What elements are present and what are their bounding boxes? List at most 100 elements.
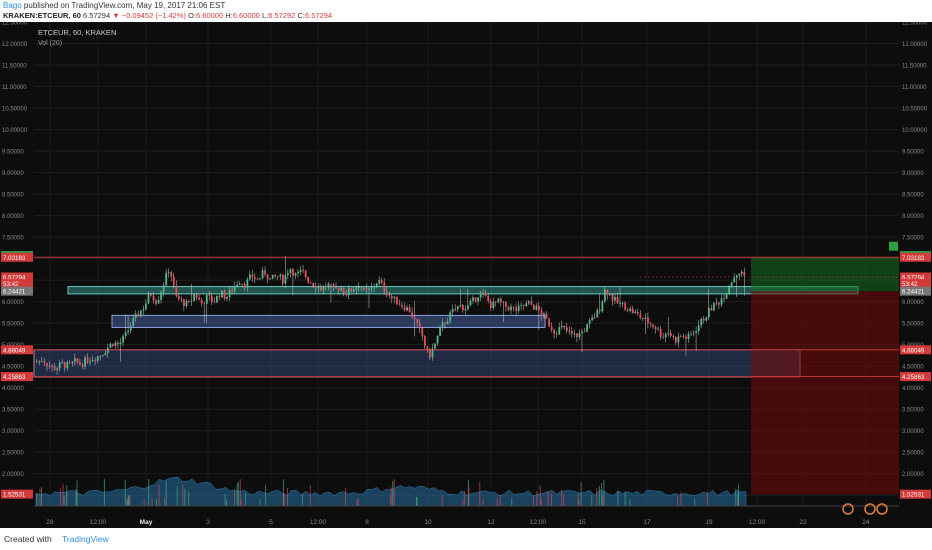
y-tick-left: 8.00000	[2, 214, 24, 220]
support-zones	[33, 286, 859, 378]
open-label: O:	[188, 11, 197, 20]
tradingview-brand-link[interactable]: TradingView	[62, 534, 109, 544]
candle-body	[56, 368, 59, 370]
candle-body	[243, 284, 246, 288]
y-tick-left: 6.00000	[2, 300, 24, 306]
volume-bar	[265, 484, 267, 506]
x-tick-label: 12:00	[90, 519, 107, 526]
loss-zone	[751, 291, 899, 495]
x-tick-label: 3	[206, 519, 210, 526]
volume-bar	[511, 498, 513, 506]
candle-body	[274, 274, 277, 277]
candle-body	[109, 343, 112, 348]
candle-body	[114, 342, 117, 346]
candle-body	[337, 288, 340, 291]
candle-body	[581, 331, 583, 334]
candle-body	[360, 287, 363, 289]
candle-body	[208, 295, 211, 296]
candle-body	[363, 287, 365, 289]
candle-body	[205, 295, 208, 304]
volume-bar	[598, 486, 600, 506]
volume-bar	[737, 499, 739, 506]
volume-bar	[390, 487, 392, 506]
candle-body	[145, 303, 147, 310]
candle-body	[700, 318, 703, 326]
candle-body	[383, 282, 386, 292]
volume-bar	[127, 498, 129, 506]
author-link[interactable]: Bago	[3, 1, 22, 10]
price-tag-right	[900, 286, 931, 296]
y-tick-left: 5.50000	[2, 322, 24, 328]
price-chart[interactable]: 12.50000 12.50000 12.00000 12.00000 11.50000…	[0, 21, 932, 528]
candle-body	[702, 318, 705, 321]
candle-body	[505, 301, 507, 307]
candle-body	[740, 271, 743, 274]
candle-body	[185, 301, 188, 307]
candle-body	[271, 274, 274, 279]
volume-bar	[165, 481, 167, 506]
candle-body	[137, 313, 140, 317]
nav-circle-icon-1[interactable]	[842, 503, 854, 515]
candle-body	[391, 296, 393, 299]
candle-body	[413, 317, 416, 320]
candle-body	[178, 296, 180, 299]
volume-bar	[240, 499, 242, 506]
price-tag-right-text: 7.03183	[902, 255, 925, 262]
candle-body	[669, 332, 672, 336]
x-tick-label: 12	[487, 519, 495, 526]
volume-bar	[706, 491, 708, 506]
x-axis: 28 12:00 May 3 5 12:00 8 10 12 12:00 15 17 19 12:00 22…	[34, 505, 899, 526]
candle-body	[401, 304, 403, 307]
candle-body	[378, 280, 381, 284]
candle-body	[535, 305, 538, 310]
support-zone	[67, 286, 859, 295]
candle-body	[738, 273, 741, 276]
nav-circle-icon-3[interactable]	[876, 503, 888, 515]
down-arrow-icon: ▼	[112, 11, 120, 20]
publish-header: Bago published on TradingView.com, May 1…	[0, 0, 932, 22]
candle-body	[302, 270, 305, 271]
candle-body	[502, 301, 505, 303]
nav-icons[interactable]	[842, 503, 888, 515]
volume-bar	[482, 498, 484, 506]
candle-body	[259, 278, 261, 280]
price-tag-left-text: 4.25863	[3, 374, 26, 381]
candle-body	[53, 365, 56, 370]
price-tag-left-text: 1.52531	[3, 492, 26, 499]
candle-body	[718, 302, 720, 305]
candle-body	[494, 301, 497, 303]
volume-bar	[226, 499, 228, 506]
candle-body	[342, 287, 345, 293]
candle-body	[320, 286, 322, 291]
candle-body	[223, 290, 226, 299]
volume-bar	[467, 479, 469, 506]
candle-body	[675, 336, 677, 343]
candle-body	[649, 323, 652, 325]
candle-body	[606, 289, 609, 295]
candle-body	[117, 342, 119, 345]
candle-body	[472, 297, 474, 301]
candle-body	[66, 362, 69, 369]
nav-circle-icon-2[interactable]	[864, 503, 876, 515]
candle-body	[233, 286, 236, 292]
candle-body	[68, 362, 71, 364]
chart-area[interactable]: 12.50000 12.50000 12.00000 12.00000 11.50000…	[0, 21, 932, 528]
candle-body	[393, 296, 396, 299]
candle-body	[715, 302, 718, 304]
close-value: 6.57294	[304, 11, 333, 20]
candle-body	[642, 317, 644, 320]
candle-body	[155, 300, 157, 304]
x-tick-label: 17	[643, 519, 651, 526]
candle-body	[484, 293, 487, 296]
volume-bar	[151, 497, 153, 506]
y-tick-right: 9.00000	[902, 171, 924, 177]
candle-body	[269, 278, 272, 280]
candle-body	[611, 294, 614, 301]
volume-bar	[676, 496, 678, 506]
y-tick-right: 12.00000	[902, 42, 928, 48]
candle-body	[203, 303, 206, 305]
support-zone	[33, 349, 801, 378]
candle-body	[190, 300, 193, 302]
candle-body	[287, 273, 289, 276]
candle-body	[492, 301, 495, 308]
